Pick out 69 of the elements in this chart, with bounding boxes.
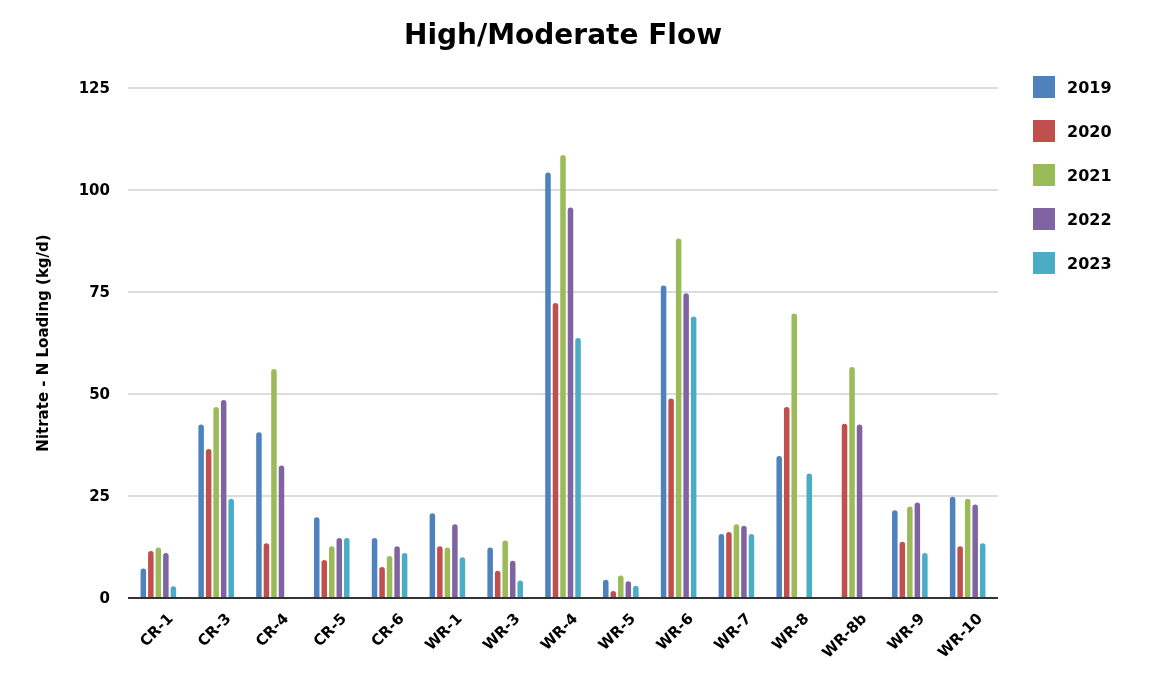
legend-label: 2021 — [1067, 165, 1112, 185]
bar — [148, 551, 154, 598]
bar — [213, 407, 219, 598]
bar — [452, 524, 458, 598]
bar — [545, 172, 551, 598]
bar — [329, 546, 335, 598]
bar — [949, 496, 956, 598]
bar — [263, 543, 270, 598]
bar — [344, 538, 350, 598]
bar — [220, 400, 227, 598]
bar — [922, 553, 928, 598]
bar — [517, 580, 523, 598]
bar — [271, 369, 277, 598]
chart-title: High/Moderate Flow — [403, 18, 723, 51]
bar — [675, 238, 682, 598]
bar — [379, 567, 385, 598]
bar — [791, 313, 797, 598]
bar — [668, 398, 674, 598]
y-axis-title: Nitrate - N Loading (kg/d) — [34, 234, 52, 452]
bar — [683, 293, 689, 598]
bar — [278, 465, 285, 598]
bar — [733, 524, 740, 598]
bar — [690, 316, 697, 598]
legend-label: 2022 — [1067, 209, 1112, 229]
y-tick-label: 125 — [78, 79, 110, 98]
bar — [618, 575, 624, 598]
bar — [979, 543, 986, 598]
y-tick-label: 25 — [89, 487, 110, 506]
bar — [806, 473, 813, 598]
bar — [256, 432, 262, 598]
bar — [575, 338, 581, 598]
bar — [660, 285, 667, 598]
bar — [560, 154, 566, 598]
bar — [776, 456, 782, 598]
bar — [964, 498, 971, 598]
bar — [907, 506, 913, 598]
legend-label: 2019 — [1067, 77, 1112, 97]
bar — [163, 553, 169, 598]
y-tick-label: 100 — [78, 181, 110, 200]
bar — [726, 531, 732, 598]
bar — [783, 407, 790, 598]
bar — [228, 498, 234, 598]
y-tick-label: 75 — [89, 283, 110, 302]
bar — [502, 540, 508, 598]
bar — [371, 538, 378, 598]
bar — [849, 367, 855, 598]
bar — [892, 510, 898, 598]
bar — [957, 546, 963, 598]
bar — [429, 513, 436, 598]
bar — [437, 546, 443, 598]
bar — [198, 424, 204, 598]
bar — [567, 207, 574, 598]
bar — [321, 560, 328, 598]
y-tick-label: 50 — [89, 385, 110, 404]
bar — [336, 538, 343, 598]
bar — [856, 424, 863, 598]
bar — [552, 303, 559, 598]
bar — [914, 502, 921, 598]
bar — [313, 517, 320, 598]
bar — [741, 525, 747, 598]
bar — [841, 423, 848, 598]
legend-label: 2020 — [1067, 121, 1112, 141]
bar — [603, 579, 609, 598]
legend-label: 2023 — [1067, 253, 1112, 273]
y-tick-label: 0 — [99, 589, 110, 608]
bar — [205, 449, 212, 598]
bar — [394, 546, 400, 598]
bar — [487, 547, 493, 598]
bar — [972, 504, 978, 598]
